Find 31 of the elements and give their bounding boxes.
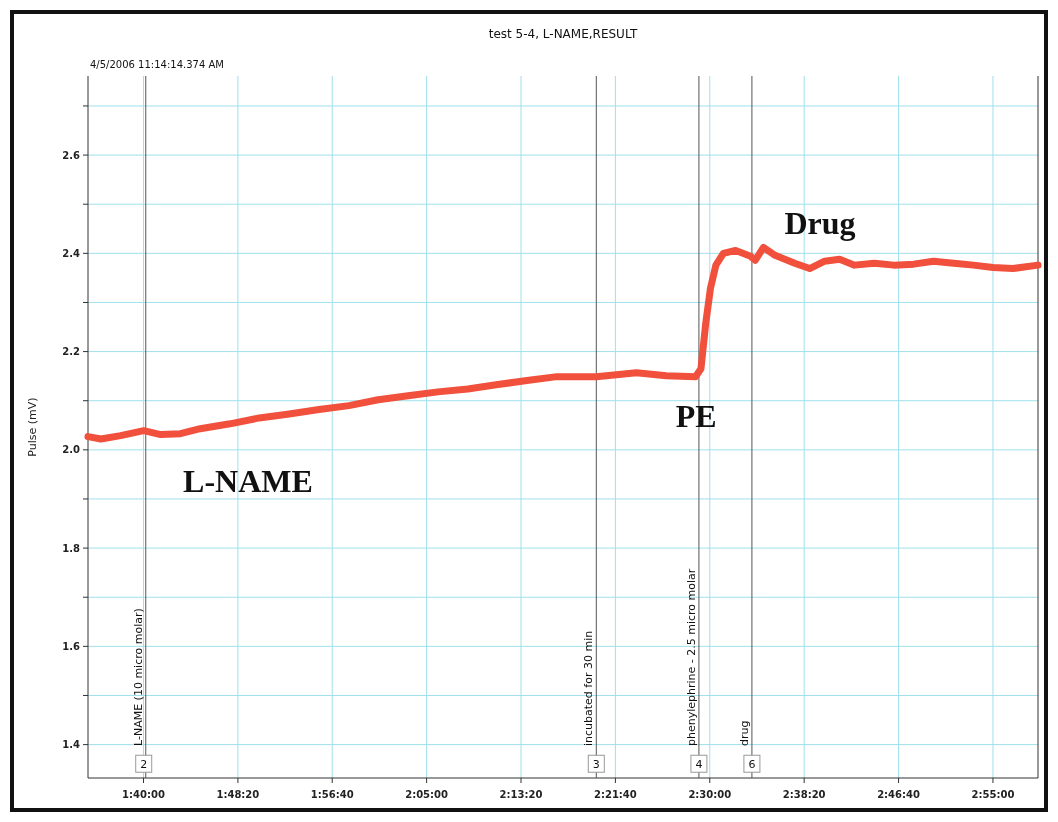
annotation: PE xyxy=(675,397,717,434)
x-tick-label: 2:21:40 xyxy=(593,789,637,800)
x-tick-label: 2:13:20 xyxy=(499,789,543,800)
x-tick-label: 2:55:00 xyxy=(971,789,1015,800)
x-tick-label: 2:46:40 xyxy=(877,789,920,800)
ref-line-label: L-NAME (10 micro molar) xyxy=(131,608,145,746)
y-tick-label: 2.4 xyxy=(62,247,81,259)
annotation: L-NAME xyxy=(183,463,313,499)
ref-line-label: incubated for 30 min xyxy=(582,630,596,746)
chart-title: test 5-4, L-NAME,RESULT xyxy=(488,27,638,41)
y-tick-label: 2.2 xyxy=(62,346,81,358)
y-tick-label: 2.6 xyxy=(62,149,81,161)
annotation: 2 xyxy=(140,758,148,772)
annotation: Drug xyxy=(784,205,856,241)
x-tick-label: 1:56:40 xyxy=(310,789,354,800)
ref-line-label: phenylephrine - 2.5 micro molar xyxy=(684,568,698,746)
annotation: 3 xyxy=(592,758,600,772)
ref-line-label: drug xyxy=(737,720,751,746)
x-tick-label: 2:30:00 xyxy=(688,789,732,800)
y-tick-label: 2.0 xyxy=(62,444,81,456)
y-tick-label: 1.8 xyxy=(62,542,81,554)
annotation: 4 xyxy=(695,758,703,772)
y-axis-title: Pulse (mV) xyxy=(26,397,39,457)
x-tick-label: 1:48:20 xyxy=(216,789,260,800)
y-tick-label: 1.6 xyxy=(62,640,81,652)
annotation: 6 xyxy=(748,758,756,772)
x-tick-label: 2:05:00 xyxy=(405,789,449,800)
y-tick-label: 1.4 xyxy=(62,739,81,751)
x-tick-label: 2:38:20 xyxy=(782,789,826,800)
x-tick-label: 1:40:00 xyxy=(122,789,165,800)
text: 4/5/2006 11:14:14.374 AM xyxy=(90,59,224,70)
